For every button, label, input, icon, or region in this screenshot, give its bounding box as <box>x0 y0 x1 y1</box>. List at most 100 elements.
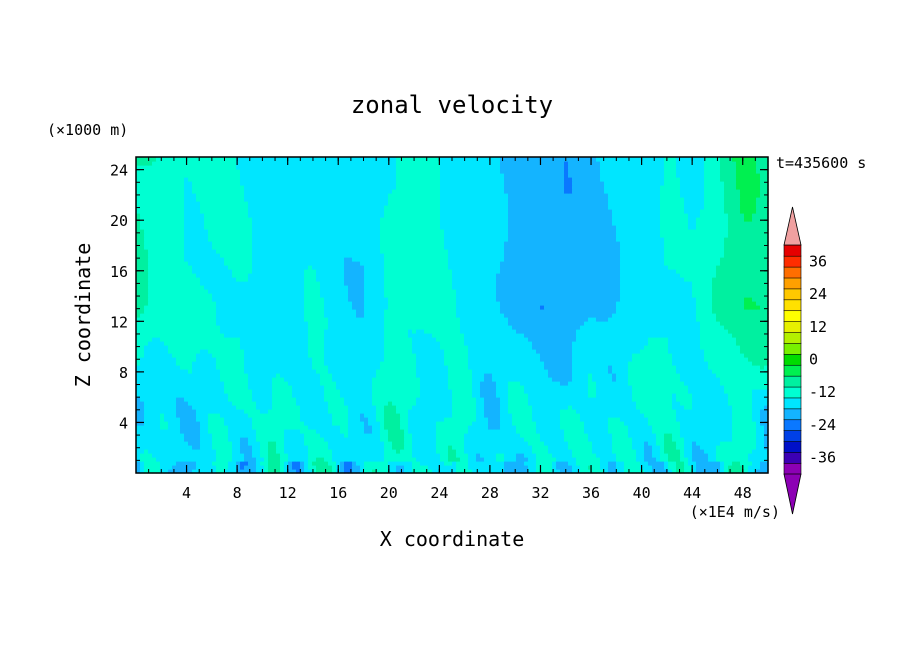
field-cell <box>560 461 565 466</box>
field-cell <box>140 429 145 434</box>
field-cell <box>392 385 397 390</box>
field-cell <box>700 365 705 370</box>
field-cell <box>304 385 309 390</box>
field-cell <box>264 385 269 390</box>
field-cell <box>532 413 537 418</box>
field-cell <box>704 449 709 454</box>
field-cell <box>172 357 177 362</box>
field-cell <box>280 433 285 438</box>
field-cell <box>492 433 497 438</box>
field-cell <box>408 453 413 458</box>
field-cell <box>744 389 749 394</box>
field-cell <box>524 365 529 370</box>
field-cell <box>444 353 449 358</box>
field-cell <box>488 365 493 370</box>
field-cell <box>752 373 757 378</box>
field-cell <box>240 437 245 442</box>
field-cell <box>640 397 645 402</box>
field-cell <box>744 461 749 466</box>
field-cell <box>464 349 469 354</box>
field-cell <box>232 397 237 402</box>
field-cell <box>500 349 505 354</box>
field-cell <box>368 385 373 390</box>
field-cell <box>292 405 297 410</box>
field-cell <box>536 453 541 458</box>
field-cell <box>516 441 521 446</box>
field-cell <box>272 457 277 462</box>
field-cell <box>360 417 365 422</box>
field-cell <box>476 365 481 370</box>
field-cell <box>712 441 717 446</box>
field-cell <box>728 457 733 462</box>
field-cell <box>676 433 681 438</box>
field-cell <box>140 433 145 438</box>
field-cell <box>336 357 341 362</box>
field-cell <box>136 401 141 406</box>
field-cell <box>480 353 485 358</box>
field-cell <box>288 393 293 398</box>
field-cell <box>184 401 189 406</box>
field-cell <box>672 469 677 474</box>
field-cell <box>440 409 445 414</box>
field-cell <box>548 397 553 402</box>
field-cell <box>136 389 141 394</box>
field-cell <box>164 413 169 418</box>
field-cell <box>444 465 449 470</box>
field-cell <box>228 361 233 366</box>
field-cell <box>376 457 381 462</box>
field-cell <box>496 449 501 454</box>
field-cell <box>696 369 701 374</box>
field-cell <box>316 445 321 450</box>
field-cell <box>452 345 457 350</box>
field-cell <box>732 457 737 462</box>
field-cell <box>728 433 733 438</box>
field-cell <box>600 397 605 402</box>
field-cell <box>332 397 337 402</box>
field-cell <box>344 397 349 402</box>
field-cell <box>708 397 713 402</box>
field-cell <box>244 357 249 362</box>
field-cell <box>228 353 233 358</box>
field-cell <box>216 365 221 370</box>
field-cell <box>648 413 653 418</box>
field-cell <box>528 385 533 390</box>
field-cell <box>224 377 229 382</box>
field-cell <box>372 413 377 418</box>
field-cell <box>572 401 577 406</box>
field-cell <box>720 421 725 426</box>
field-cell <box>396 393 401 398</box>
field-cell <box>748 449 753 454</box>
field-cell <box>444 401 449 406</box>
field-cell <box>612 393 617 398</box>
field-cell <box>436 385 441 390</box>
field-cell <box>420 357 425 362</box>
field-cell <box>716 457 721 462</box>
field-cell <box>288 421 293 426</box>
field-cell <box>280 409 285 414</box>
field-cell <box>736 365 741 370</box>
field-cell <box>376 425 381 430</box>
field-cell <box>600 429 605 434</box>
field-cell <box>264 357 269 362</box>
field-cell <box>136 465 141 470</box>
field-cell <box>536 385 541 390</box>
field-cell <box>476 393 481 398</box>
field-cell <box>600 385 605 390</box>
field-cell <box>680 365 685 370</box>
field-cell <box>348 401 353 406</box>
field-cell <box>316 429 321 434</box>
field-cell <box>212 381 217 386</box>
field-cell <box>664 357 669 362</box>
field-cell <box>428 437 433 442</box>
field-cell <box>440 405 445 410</box>
field-cell <box>272 369 277 374</box>
field-cell <box>588 393 593 398</box>
field-cell <box>220 345 225 350</box>
field-cell <box>604 353 609 358</box>
field-cell <box>140 377 145 382</box>
field-cell <box>612 417 617 422</box>
field-cell <box>300 377 305 382</box>
field-cell <box>468 449 473 454</box>
field-cell <box>676 357 681 362</box>
field-cell <box>744 369 749 374</box>
